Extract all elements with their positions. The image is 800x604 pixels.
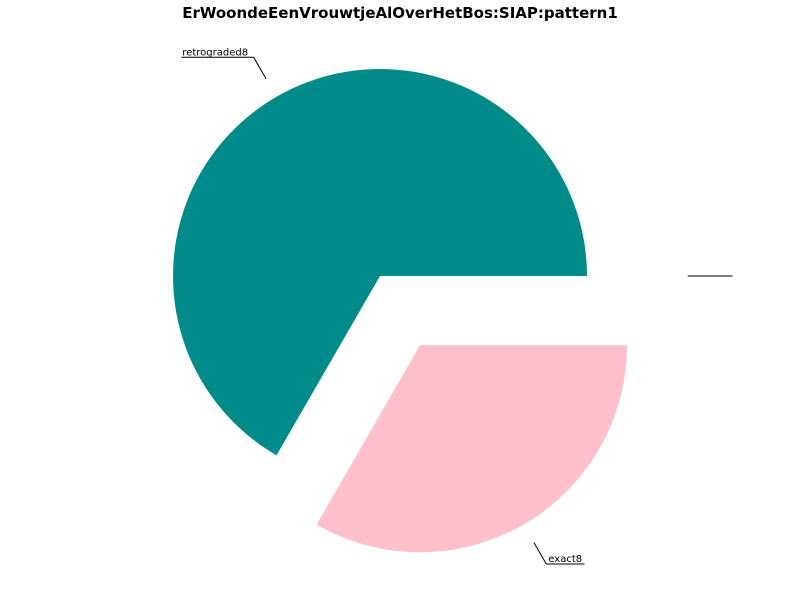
labels-layer: retrograded8 exact8	[181, 47, 733, 565]
slice-label-retrograded8: retrograded8	[182, 47, 248, 58]
slices-layer	[172, 68, 628, 553]
pie-slice-retrograded8	[172, 68, 588, 456]
slice-label-exact8: exact8	[548, 554, 582, 565]
leader-line-exact8	[533, 542, 585, 565]
chart-title: ErWoondeEenVrouwtjeAlOverHetBos:SIAP:pat…	[182, 4, 618, 22]
pie-slice-exact8	[316, 345, 628, 553]
leader-line-retrograded8	[181, 56, 267, 80]
